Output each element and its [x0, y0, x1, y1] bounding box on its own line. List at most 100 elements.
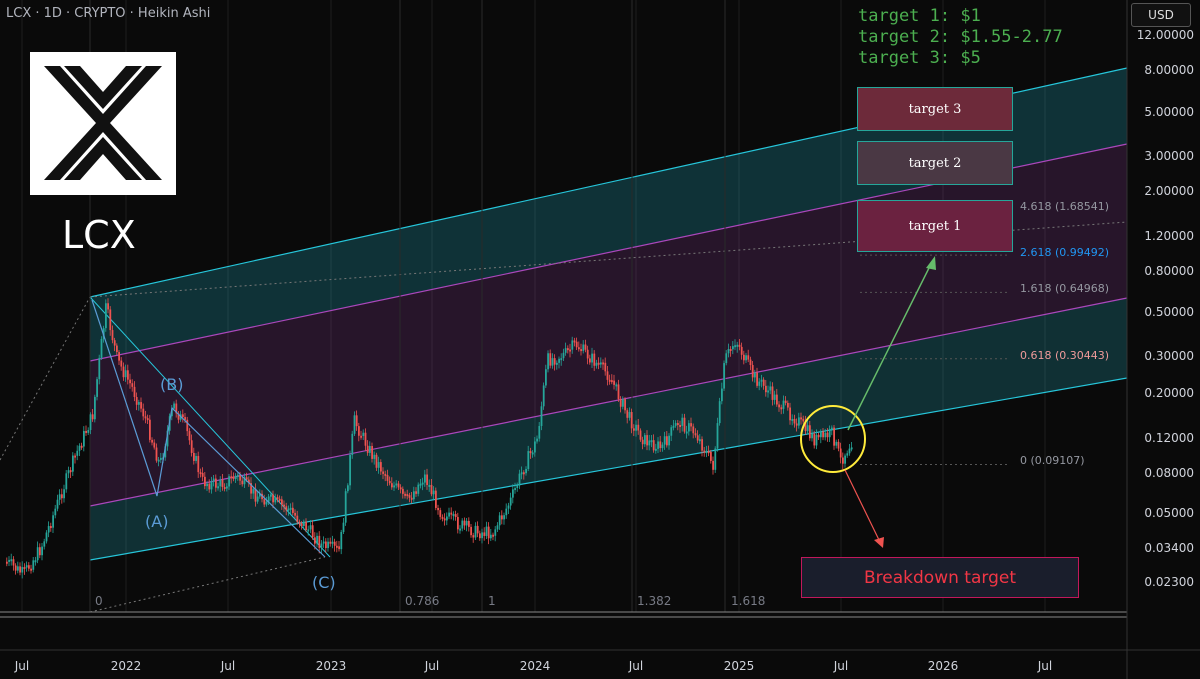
candle-body — [450, 512, 453, 515]
candle-body — [256, 496, 259, 502]
currency-button[interactable]: USD — [1131, 3, 1191, 27]
candle-body — [448, 512, 450, 517]
candle-body — [815, 434, 818, 446]
candle-body — [567, 348, 569, 351]
candle-body — [516, 485, 519, 489]
candle-body — [536, 438, 538, 442]
candle-body — [782, 400, 785, 409]
candle-body — [681, 417, 684, 426]
candle-body — [828, 428, 831, 438]
candle-body — [116, 345, 118, 353]
y-tick: 0.50000 — [1144, 305, 1194, 319]
candle-body — [371, 445, 373, 459]
candle-body — [696, 435, 699, 441]
target-3-box: target 3 — [857, 87, 1013, 131]
candle-body — [237, 474, 239, 477]
candle-body — [36, 547, 39, 561]
candle-body — [50, 526, 52, 529]
candle-body — [756, 372, 758, 386]
candle-body — [626, 410, 629, 418]
candle-body — [446, 516, 448, 521]
target-arrow — [847, 261, 933, 431]
candle-body — [569, 349, 571, 352]
candle-body — [305, 521, 307, 531]
candle-body — [793, 418, 796, 424]
candle-body — [470, 526, 472, 536]
highlight-circle — [800, 405, 866, 473]
candle-body — [254, 488, 257, 502]
candle-body — [80, 445, 83, 448]
candle-body — [195, 456, 197, 461]
candle-body — [413, 491, 415, 500]
candle-body — [208, 483, 211, 490]
channel-line — [89, 377, 1128, 561]
candle-body — [666, 436, 668, 446]
candle-body — [355, 415, 358, 427]
candle-body — [388, 480, 391, 484]
candle-body — [461, 520, 464, 529]
candle-body — [135, 397, 138, 405]
candle-body — [523, 472, 525, 475]
candle-body — [600, 362, 602, 365]
candle-body — [124, 370, 127, 378]
candle-body — [6, 561, 8, 564]
candle-body — [171, 408, 173, 417]
candle-body — [452, 514, 455, 517]
breakdown-target-box: Breakdown target — [801, 557, 1079, 598]
candle-body — [553, 358, 556, 365]
candle-body — [89, 414, 92, 431]
candle-body — [789, 407, 791, 421]
candle-body — [347, 485, 349, 492]
candle-body — [395, 483, 398, 486]
candle-body — [791, 418, 794, 421]
candle-body — [380, 462, 382, 472]
candle-body — [212, 478, 215, 482]
candle-body — [322, 541, 325, 544]
candle-body — [707, 451, 710, 454]
candle-body — [52, 515, 54, 528]
y-tick: 0.08000 — [1144, 466, 1194, 480]
candle-body — [366, 445, 369, 453]
candle-body — [641, 439, 644, 445]
candle-body — [723, 363, 725, 389]
candle-body — [663, 436, 666, 445]
candle-body — [457, 517, 459, 530]
candle-body — [540, 406, 543, 427]
candle-body — [87, 430, 90, 433]
candle-body — [127, 370, 129, 380]
candle-body — [215, 478, 217, 488]
candle-body — [327, 541, 329, 549]
candle-body — [619, 399, 622, 407]
candle-body — [558, 358, 560, 363]
candle-body — [204, 476, 206, 487]
fib-label-0618: 0.618 (0.30443) — [1020, 349, 1110, 362]
candle-body — [47, 526, 50, 533]
candle-body — [650, 440, 653, 443]
y-tick: 0.20000 — [1144, 386, 1194, 400]
candle-body — [622, 399, 624, 407]
candle-body — [465, 520, 468, 526]
candle-body — [771, 386, 774, 400]
candle-body — [340, 531, 343, 550]
candle-body — [613, 380, 615, 385]
candle-body — [234, 475, 237, 480]
candle-body — [767, 390, 769, 393]
candle-body — [243, 477, 246, 485]
target-note-2: target 2: $1.55-2.77 — [858, 27, 1063, 47]
candle-body — [542, 385, 545, 407]
candle-body — [826, 432, 829, 438]
candle-body — [223, 487, 226, 490]
candle-body — [725, 353, 728, 364]
candle-body — [608, 379, 611, 382]
candle-body — [426, 474, 428, 486]
candle-body — [694, 433, 697, 436]
candle-body — [560, 358, 563, 361]
wave-label-c: (C) — [312, 573, 336, 592]
candle-body — [219, 479, 222, 487]
candle-body — [230, 476, 233, 479]
candle-body — [549, 353, 552, 366]
time-fib-1618: 1.618 — [731, 594, 766, 608]
candle-body — [373, 454, 376, 459]
candle-body — [45, 532, 48, 542]
candle-body — [364, 432, 367, 446]
